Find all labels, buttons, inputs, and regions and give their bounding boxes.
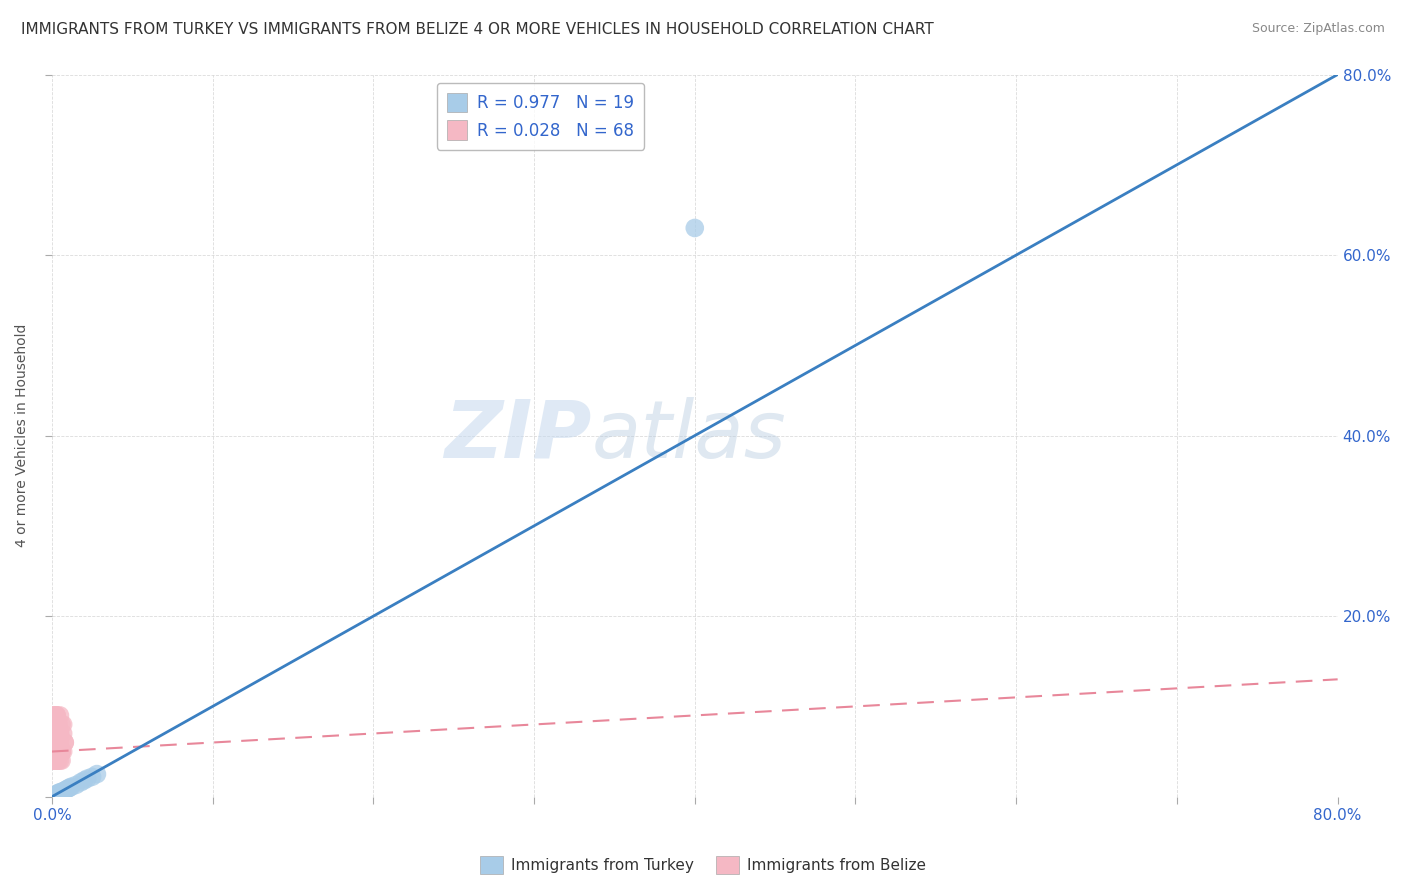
Text: ZIP: ZIP: [444, 397, 592, 475]
Point: [44, 745, 66, 759]
Point: [42, 726, 65, 740]
Point: [42, 754, 65, 768]
Y-axis label: 4 or more Vehicles in Household: 4 or more Vehicles in Household: [15, 324, 30, 548]
Point: [44, 726, 66, 740]
Point: [51, 745, 73, 759]
Point: [58, 780, 80, 795]
Point: [44, 735, 66, 749]
Point: [49, 785, 72, 799]
Text: Source: ZipAtlas.com: Source: ZipAtlas.com: [1251, 22, 1385, 36]
Point: [49, 754, 72, 768]
Point: [49, 745, 72, 759]
Point: [44, 754, 66, 768]
Point: [44, 745, 66, 759]
Point: [51, 785, 73, 799]
Point: [45, 754, 67, 768]
Point: [42, 726, 65, 740]
Point: [52, 726, 75, 740]
Point: [46, 735, 69, 749]
Point: [44, 735, 66, 749]
Point: [42, 717, 65, 731]
Point: [45, 735, 67, 749]
Point: [44, 754, 66, 768]
Point: [45, 735, 67, 749]
Point: [46, 745, 69, 759]
Point: [45, 754, 67, 768]
Point: [45, 708, 67, 723]
Point: [52, 717, 75, 731]
Point: [49, 708, 72, 723]
Point: [70, 775, 93, 789]
Point: [45, 754, 67, 768]
Point: [42, 754, 65, 768]
Point: [45, 745, 67, 759]
Point: [53, 735, 76, 749]
Point: [73, 773, 96, 788]
Point: [42, 717, 65, 731]
Point: [45, 735, 67, 749]
Point: [49, 726, 72, 740]
Point: [76, 772, 98, 786]
Point: [42, 745, 65, 759]
Point: [44, 745, 66, 759]
Text: IMMIGRANTS FROM TURKEY VS IMMIGRANTS FROM BELIZE 4 OR MORE VEHICLES IN HOUSEHOLD: IMMIGRANTS FROM TURKEY VS IMMIGRANTS FRO…: [21, 22, 934, 37]
Point: [42, 754, 65, 768]
Point: [53, 735, 76, 749]
Point: [51, 754, 73, 768]
Point: [42, 735, 65, 749]
Point: [49, 745, 72, 759]
Point: [46, 745, 69, 759]
Point: [51, 717, 73, 731]
Point: [44, 788, 66, 802]
Point: [45, 754, 67, 768]
Point: [42, 708, 65, 723]
Point: [46, 754, 69, 768]
Point: [42, 735, 65, 749]
Point: [45, 726, 67, 740]
Point: [45, 787, 67, 801]
Point: [51, 745, 73, 759]
Legend: Immigrants from Turkey, Immigrants from Belize: Immigrants from Turkey, Immigrants from …: [474, 850, 932, 880]
Point: [53, 783, 76, 797]
Point: [49, 726, 72, 740]
Point: [44, 726, 66, 740]
Point: [42, 717, 65, 731]
Point: [46, 786, 69, 800]
Point: [42, 717, 65, 731]
Point: [52, 784, 75, 798]
Point: [42, 789, 65, 803]
Point: [52, 745, 75, 759]
Point: [45, 754, 67, 768]
Point: [56, 781, 79, 796]
Point: [46, 726, 69, 740]
Point: [60, 780, 83, 794]
Point: [51, 745, 73, 759]
Point: [44, 717, 66, 731]
Point: [45, 708, 67, 723]
Point: [46, 717, 69, 731]
Point: [44, 726, 66, 740]
Point: [49, 735, 72, 749]
Point: [65, 778, 87, 792]
Text: atlas: atlas: [592, 397, 787, 475]
Point: [86, 767, 108, 781]
Point: [82, 770, 104, 784]
Point: [42, 726, 65, 740]
Point: [42, 735, 65, 749]
Point: [49, 726, 72, 740]
Point: [44, 708, 66, 723]
Point: [46, 735, 69, 749]
Point: [44, 708, 66, 723]
Point: [44, 726, 66, 740]
Legend: R = 0.977   N = 19, R = 0.028   N = 68: R = 0.977 N = 19, R = 0.028 N = 68: [437, 83, 644, 150]
Point: [44, 735, 66, 749]
Point: [46, 717, 69, 731]
Point: [683, 221, 706, 235]
Point: [55, 782, 77, 797]
